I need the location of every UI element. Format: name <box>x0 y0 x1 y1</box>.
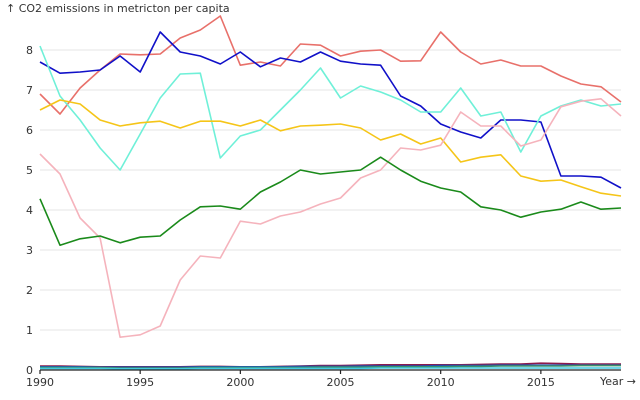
series-line-1 <box>39 15 622 115</box>
series-line-10 <box>40 367 621 370</box>
series-line-9 <box>40 364 621 369</box>
y-tick-label: 7 <box>26 84 33 97</box>
series-line-2 <box>39 31 622 189</box>
y-axis-title: ↑ CO2 emissions in metricton per capita <box>6 2 230 15</box>
series-line-3 <box>39 45 622 171</box>
grid-layer <box>40 49 621 331</box>
y-tick-label: 1 <box>26 324 33 337</box>
series-layer <box>39 15 622 370</box>
x-tick-label: 2000 <box>226 376 254 389</box>
x-axis-title: Year → <box>599 375 636 388</box>
y-tick-label: 8 <box>26 44 33 57</box>
series-line-6 <box>39 156 622 246</box>
axis-layer: 0 1 2 3 4 5 6 7 8 1990 1995 2000 2005 2010 2015 <box>26 44 621 389</box>
y-tick-label: 4 <box>26 204 33 217</box>
series-line-4 <box>39 99 622 197</box>
x-tick-label: 1990 <box>26 376 54 389</box>
x-tick-label: 2010 <box>427 376 455 389</box>
y-tick-label: 0 <box>26 364 33 377</box>
x-tick-label: 2015 <box>527 376 555 389</box>
y-tick-label: 3 <box>26 244 33 257</box>
y-tick-label: 5 <box>26 164 33 177</box>
y-tick-label: 6 <box>26 124 33 137</box>
y-tick-label: 2 <box>26 284 33 297</box>
x-tick-label: 1995 <box>126 376 154 389</box>
series-line-5 <box>39 98 622 339</box>
x-tick-label: 2005 <box>327 376 355 389</box>
